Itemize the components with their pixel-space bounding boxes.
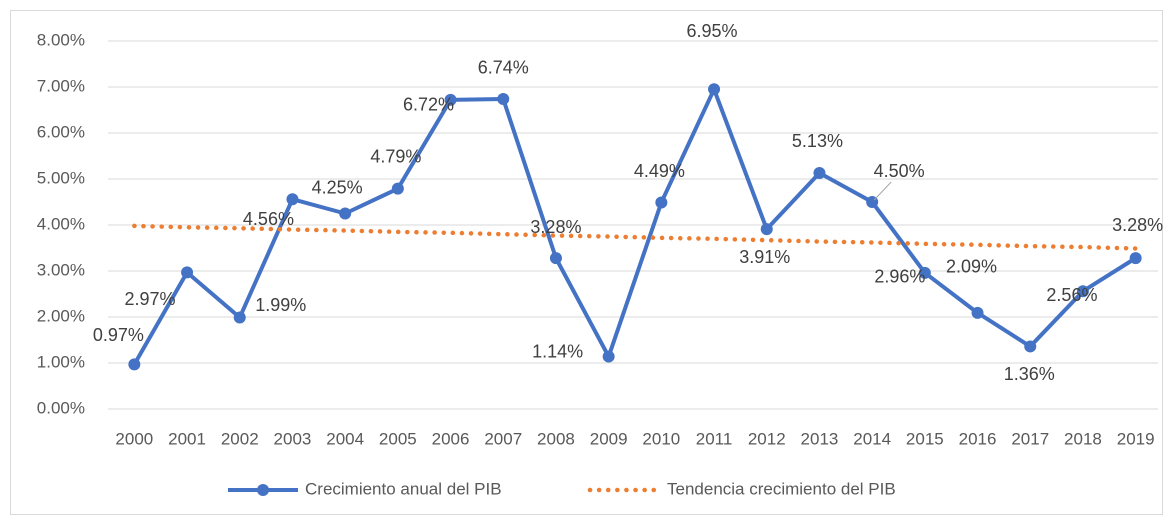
- x-tick-label: 2009: [590, 429, 628, 448]
- x-tick-label: 2006: [432, 429, 470, 448]
- data-point: [918, 266, 931, 279]
- data-point: [655, 196, 668, 209]
- x-tick-label: 2012: [748, 429, 786, 448]
- data-label: 1.14%: [532, 341, 583, 361]
- data-label: 4.25%: [312, 177, 363, 197]
- x-tick-label: 2007: [484, 429, 522, 448]
- data-label: 0.97%: [93, 325, 144, 345]
- trend-line: [132, 223, 1138, 251]
- data-label: 6.74%: [478, 58, 529, 78]
- y-tick-label: 1.00%: [37, 352, 85, 371]
- data-point: [444, 93, 457, 106]
- x-tick-label: 2001: [168, 429, 206, 448]
- chart-border: [10, 10, 1163, 515]
- x-tick-label: 2018: [1064, 429, 1102, 448]
- data-point: [128, 358, 141, 371]
- data-point: [391, 182, 404, 195]
- data-label: 2.09%: [946, 257, 997, 277]
- data-label: 3.28%: [1112, 215, 1163, 235]
- x-tick-label: 2017: [1011, 429, 1049, 448]
- data-point: [813, 167, 826, 180]
- data-label: 2.97%: [125, 289, 176, 309]
- legend-marker: [257, 484, 269, 496]
- y-tick-label: 0.00%: [37, 398, 85, 417]
- x-tick-label: 2011: [696, 429, 733, 448]
- legend-label: Tendencia crecimiento del PIB: [667, 479, 896, 498]
- y-tick-label: 7.00%: [37, 76, 85, 95]
- x-tick-label: 2014: [853, 429, 891, 448]
- x-tick-label: 2008: [537, 429, 575, 448]
- x-tick-label: 2015: [906, 429, 944, 448]
- data-point: [286, 193, 299, 206]
- data-label: 6.95%: [687, 21, 738, 41]
- data-point: [971, 306, 984, 319]
- data-label: 6.72%: [403, 95, 454, 115]
- data-point: [1076, 285, 1089, 298]
- data-point: [181, 266, 194, 279]
- y-tick-label: 6.00%: [37, 122, 85, 141]
- x-tick-label: 2004: [326, 429, 364, 448]
- x-tick-label: 2000: [115, 429, 153, 448]
- y-tick-label: 3.00%: [37, 260, 85, 279]
- data-point: [233, 311, 246, 324]
- data-label: 1.36%: [1004, 364, 1055, 384]
- x-tick-label: 2010: [642, 429, 680, 448]
- data-label: 4.79%: [370, 146, 421, 166]
- x-tick-label: 2005: [379, 429, 417, 448]
- leader-line: [873, 181, 892, 201]
- data-point: [1129, 252, 1142, 265]
- data-label: 1.99%: [255, 295, 306, 315]
- data-label: 3.28%: [530, 217, 581, 237]
- data-point: [339, 207, 352, 220]
- data-line: [132, 87, 1137, 366]
- data-label: 5.13%: [792, 131, 843, 151]
- data-point: [1024, 340, 1037, 353]
- data-point: [497, 92, 510, 105]
- data-label: 2.56%: [1046, 285, 1097, 305]
- x-tick-label: 2002: [221, 429, 259, 448]
- x-tick-label: 2003: [274, 429, 312, 448]
- data-point: [760, 223, 773, 236]
- data-point: [549, 252, 562, 265]
- x-tick-label: 2019: [1117, 429, 1155, 448]
- y-tick-label: 8.00%: [37, 30, 85, 49]
- data-label: 2.96%: [874, 267, 925, 287]
- data-label: 3.91%: [739, 247, 790, 267]
- y-tick-label: 2.00%: [37, 306, 85, 325]
- data-point: [602, 350, 615, 363]
- y-tick-label: 5.00%: [37, 168, 85, 187]
- data-label: 4.50%: [874, 161, 925, 181]
- data-label: 4.49%: [634, 161, 685, 181]
- data-point: [708, 83, 721, 96]
- legend-label: Crecimiento anual del PIB: [305, 479, 502, 498]
- x-tick-label: 2016: [959, 429, 997, 448]
- y-tick-label: 4.00%: [37, 214, 85, 233]
- x-tick-label: 2013: [801, 429, 839, 448]
- data-label: 4.56%: [243, 209, 294, 229]
